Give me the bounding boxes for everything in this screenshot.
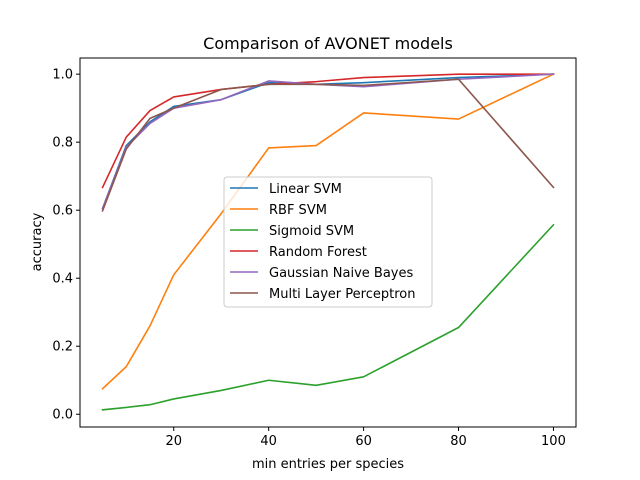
ticks-layer: 20 40 60 80 100 0.0 0.2 0.4 0.6 0.8 1.0: [52, 68, 566, 449]
x-axis-label: min entries per species: [252, 457, 404, 472]
x-tick-label: 100: [541, 434, 566, 449]
x-tick-label: 40: [260, 434, 277, 449]
series-line-sigmoid-svm: [101, 223, 555, 411]
chart-title: Comparison of AVONET models: [203, 34, 453, 53]
y-tick-label: 0.8: [52, 136, 73, 151]
x-tick-label: 20: [165, 434, 182, 449]
legend-label-linear-svm: Linear SVM: [269, 182, 342, 197]
legend-frame: [223, 176, 433, 308]
x-tick-label: 80: [450, 434, 467, 449]
y-tick-label: 0.0: [52, 408, 73, 423]
y-axis-label: accuracy: [30, 212, 45, 271]
legend-label-random-forest: Random Forest: [269, 245, 367, 260]
y-tick-label: 1.0: [52, 68, 73, 83]
y-tick-label: 0.4: [52, 272, 73, 287]
legend-label-rbf-svm: RBF SVM: [269, 203, 327, 218]
legend-label-gaussian-naive-bayes: Gaussian Naive Bayes: [269, 266, 413, 281]
series-line-random-forest: [101, 73, 555, 189]
legend: Linear SVM RBF SVM Sigmoid SVM Random Fores…: [223, 176, 433, 308]
legend-items: Linear SVM RBF SVM Sigmoid SVM Random Fores…: [230, 182, 415, 302]
plot-frame: [79, 57, 577, 428]
y-tick-label: 0.2: [52, 340, 73, 355]
legend-label-multi-layer-perceptron: Multi Layer Perceptron: [269, 287, 415, 302]
series-line-multi-layer-perceptron: [101, 78, 555, 212]
y-tick-label: 0.6: [52, 204, 73, 219]
series-layer: [101, 73, 555, 411]
legend-label-sigmoid-svm: Sigmoid SVM: [269, 224, 354, 239]
x-tick-label: 60: [355, 434, 372, 449]
